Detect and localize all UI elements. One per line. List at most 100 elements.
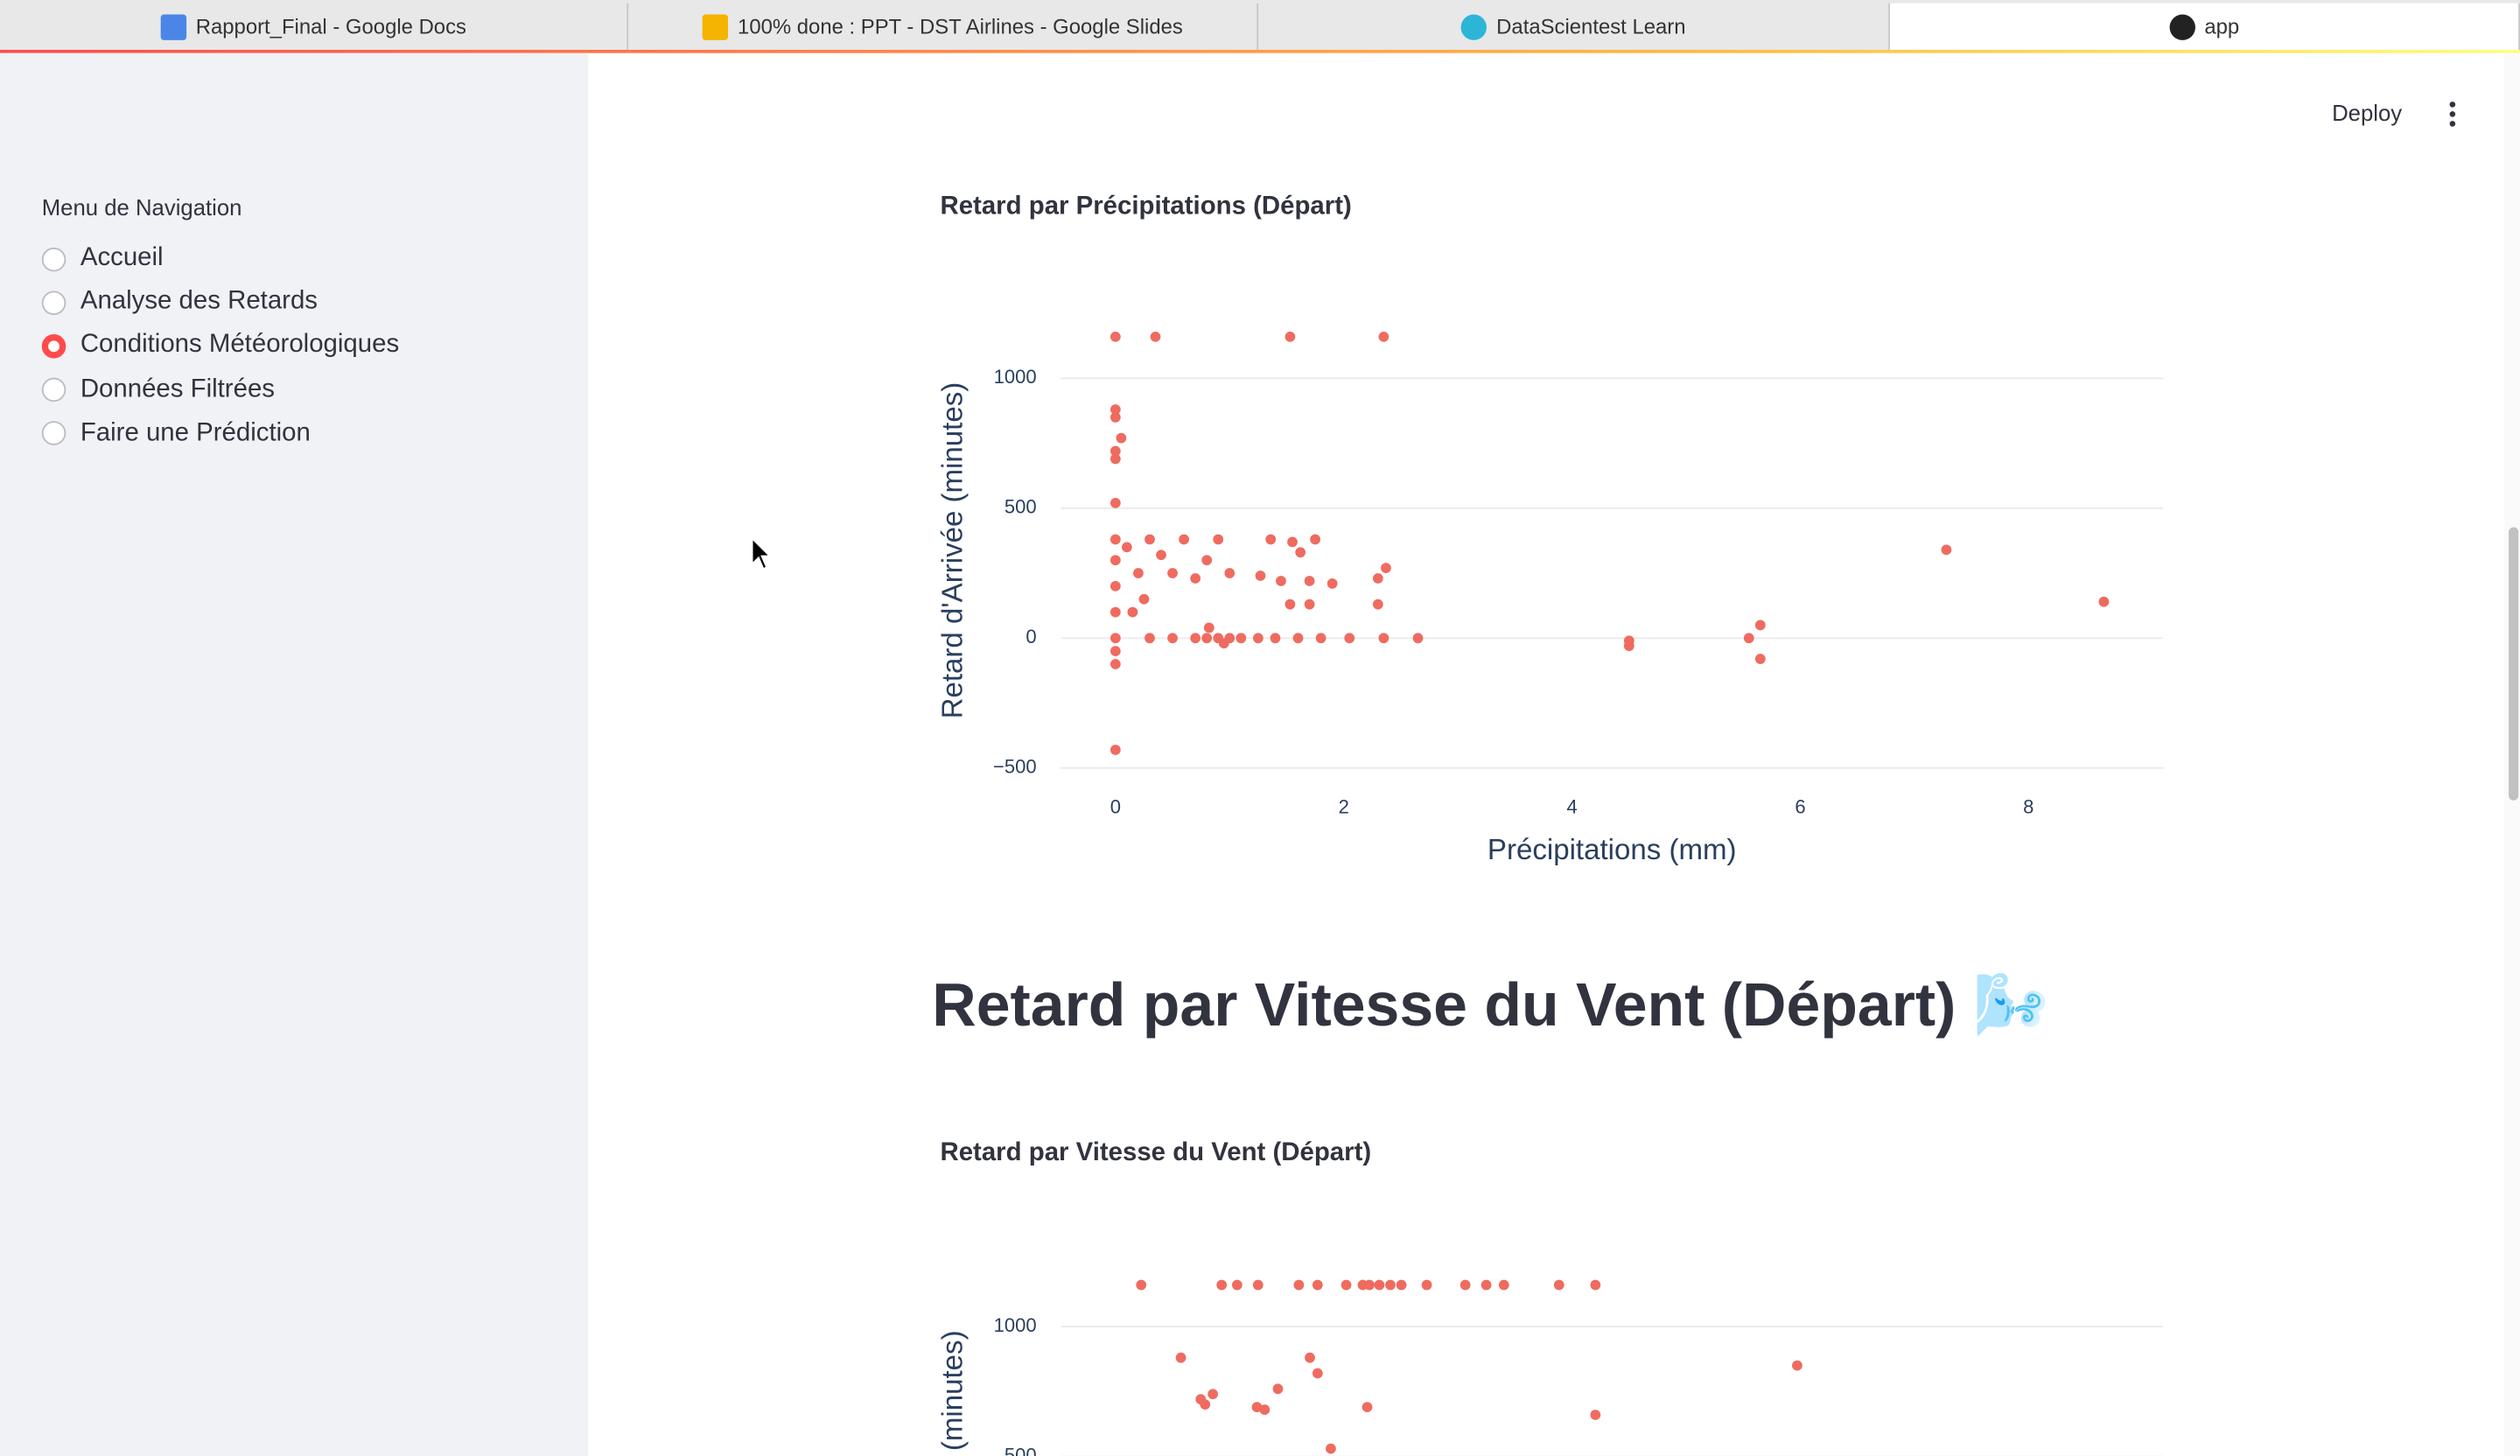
data-point: [1110, 412, 1121, 423]
y-tick-label: 1000: [994, 366, 1037, 388]
x-tick-label: 2: [1339, 796, 1349, 818]
data-point: [1284, 332, 1296, 342]
data-point: [1378, 332, 1390, 342]
data-point: [1110, 633, 1121, 644]
data-point: [1252, 1279, 1264, 1291]
chart-title: Retard par Précipitations (Départ): [940, 192, 1352, 220]
data-point: [1179, 534, 1189, 545]
chart: 500 1000 Retard d'Arrivée (minutes): [937, 1279, 2164, 1456]
radio-option[interactable]: Accueil: [41, 244, 164, 273]
deploy-button[interactable]: Deploy: [2332, 99, 2403, 126]
tab-icon: [702, 13, 729, 39]
data-point: [1110, 581, 1121, 592]
data-point: [1201, 555, 1213, 566]
data-point: [1116, 432, 1127, 444]
data-point: [1253, 633, 1264, 644]
data-point: [1326, 578, 1338, 589]
y-axis-title: Retard d'Arrivée (minutes): [937, 382, 970, 719]
data-point: [1374, 1279, 1385, 1291]
chart: −500 0 500 1000 0 2 4 6 8 Précipitations (mm) Reta…: [937, 332, 2164, 866]
y-axis-title: Retard d'Arrivée (minutes): [937, 1330, 970, 1456]
data-point: [1150, 332, 1161, 342]
section-heading: Retard par Vitesse du Vent (Départ) 🌬️: [932, 972, 2049, 1040]
radio-checked: [41, 333, 66, 359]
data-point: [1312, 1368, 1323, 1379]
radio: [41, 290, 66, 315]
y-tick-label: 500: [1004, 496, 1037, 518]
data-point: [1460, 1279, 1471, 1291]
data-point: [1412, 633, 1424, 644]
data-point: [1276, 576, 1286, 586]
data-point: [1110, 534, 1121, 545]
data-point: [1381, 563, 1391, 573]
radio-option[interactable]: Faire une Prédiction: [41, 419, 311, 448]
data-point: [1372, 573, 1383, 584]
data-point: [1251, 1402, 1263, 1412]
data-point: [1305, 1352, 1315, 1363]
data-point: [1344, 633, 1355, 644]
tab-accent: [0, 49, 2520, 53]
data-point: [1110, 332, 1121, 342]
data-point: [1231, 1279, 1242, 1291]
data-point: [1941, 544, 1952, 556]
data-point: [1167, 568, 1178, 578]
data-point: [1110, 404, 1121, 415]
x-tick-label: 4: [1566, 796, 1577, 818]
tab-icon: [160, 13, 186, 39]
data-point: [1127, 606, 1138, 618]
chart-title: Retard par Vitesse du Vent (Départ): [940, 1139, 1372, 1167]
data-point: [1138, 593, 1150, 605]
data-point: [1292, 633, 1304, 644]
data-point: [1372, 598, 1383, 610]
data-point: [1792, 1360, 1802, 1371]
data-point: [1175, 1352, 1186, 1363]
tab-title: DataScientest Learn: [1496, 14, 1686, 39]
data-point: [1396, 1279, 1407, 1291]
data-point: [1326, 1443, 1336, 1454]
data-point: [1200, 1399, 1211, 1410]
y-tick-label: 1000: [994, 1314, 1037, 1336]
data-point: [1754, 654, 1766, 664]
data-point: [1743, 633, 1754, 644]
scrollbar-thumb[interactable]: [2509, 527, 2519, 801]
data-point: [1362, 1402, 1373, 1412]
option-label: Accueil: [80, 244, 164, 272]
x-tick-label: 8: [2023, 796, 2034, 818]
data-point: [1364, 1279, 1375, 1291]
data-point: [1553, 1279, 1564, 1291]
browser-tab[interactable]: app: [1889, 3, 2520, 50]
browser-tab[interactable]: 100% done : PPT - DST Airlines - Google …: [628, 3, 1259, 50]
data-point: [1201, 633, 1213, 644]
radio-option[interactable]: Données Filtrées: [41, 375, 275, 404]
data-point: [1270, 633, 1281, 644]
data-point: [1284, 598, 1296, 610]
data-point: [1623, 640, 1634, 652]
data-point: [1110, 745, 1121, 755]
radio: [41, 377, 66, 402]
option-label: Conditions Météorologiques: [80, 332, 400, 360]
data-point: [1208, 1389, 1218, 1400]
cursor: [751, 536, 772, 570]
radio: [41, 246, 66, 271]
option-label: Analyse des Retards: [80, 288, 318, 316]
x-tick-label: 0: [1110, 796, 1121, 818]
sidebar-title: Menu de Navigation: [41, 194, 242, 220]
option-label: Données Filtrées: [80, 375, 275, 403]
data-point: [1110, 453, 1121, 465]
data-point: [1385, 1279, 1396, 1291]
data-point: [1480, 1279, 1492, 1291]
data-point: [1255, 570, 1266, 581]
browser-tab[interactable]: DataScientest Learn: [1258, 3, 1890, 50]
x-axis-title: Précipitations (mm): [1488, 834, 1737, 866]
radio: [41, 421, 66, 446]
menu-button[interactable]: [2443, 100, 2462, 129]
browser-tab[interactable]: Rapport_Final - Google Docs: [0, 3, 629, 50]
radio-option[interactable]: Conditions Météorologiques: [41, 332, 400, 360]
data-point: [1136, 1279, 1147, 1291]
data-point: [1265, 534, 1277, 545]
data-point: [1110, 646, 1121, 657]
tab-icon: [1460, 13, 1488, 39]
radio-option[interactable]: Analyse des Retards: [41, 288, 318, 317]
